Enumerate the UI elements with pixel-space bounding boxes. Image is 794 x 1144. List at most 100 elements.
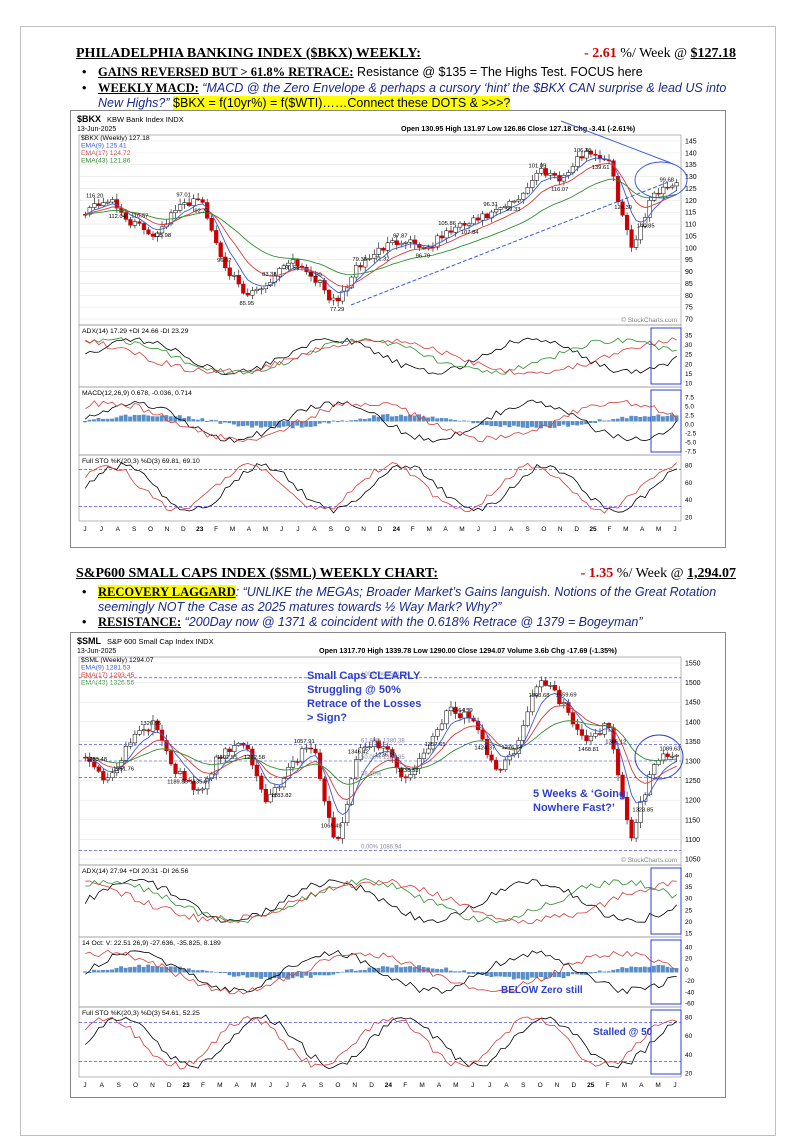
candle-body	[615, 749, 621, 776]
macd-histogram-bar	[331, 420, 336, 422]
macd-histogram-bar	[588, 421, 593, 423]
price-label: 1303.68	[529, 693, 550, 699]
macd-histogram-bar	[642, 966, 647, 973]
candle-body	[552, 685, 557, 691]
macd-histogram-bar	[277, 421, 282, 428]
indicator-panel-frame	[78, 1006, 682, 1078]
candle-body	[367, 257, 372, 260]
ema-line	[85, 178, 677, 276]
macd-histogram-bar	[200, 418, 205, 422]
legend-entry: EMA(17) 1293.45	[81, 672, 134, 679]
indicator-tick-label: -60	[685, 1001, 695, 1008]
indicator-label: 14 Oct: V: 22.51 26,9) -27.636, -35.825,…	[82, 940, 221, 947]
macd-histogram-bar	[566, 972, 571, 977]
macd-histogram-bar	[394, 416, 399, 422]
macd-histogram-bar	[236, 421, 241, 427]
candle-body	[507, 201, 512, 207]
candle-body	[146, 229, 151, 235]
macd-histogram-bar	[566, 421, 571, 427]
candle-body	[638, 801, 643, 823]
macd-histogram-bar	[286, 972, 291, 980]
candle-body	[92, 761, 97, 768]
macd-histogram-bar	[137, 415, 142, 422]
y-tick-label: 1550	[685, 661, 701, 668]
macd-histogram-bar	[290, 972, 295, 979]
macd-histogram-bar	[534, 421, 539, 428]
candle-body	[290, 259, 296, 264]
macd-histogram-bar	[146, 415, 151, 422]
macd-histogram-bar	[141, 414, 146, 422]
candle-body	[661, 186, 666, 195]
candle-body	[182, 771, 187, 781]
macd-histogram-bar	[642, 416, 647, 422]
macd-histogram-bar	[489, 421, 494, 427]
price-label: 90.54	[285, 265, 300, 271]
candle-body	[466, 223, 472, 226]
indicator-line	[85, 400, 678, 443]
ema-line	[85, 720, 677, 785]
macd-histogram-bar	[299, 972, 304, 978]
macd-histogram-bar	[322, 421, 327, 423]
candle-body	[552, 173, 557, 176]
indicator-tick-label: 0.0	[685, 422, 694, 429]
macd-histogram-bar	[444, 967, 449, 973]
macd-histogram-bar	[241, 972, 245, 976]
candle-body	[439, 723, 445, 730]
chart-name: S&P 600 Small Cap Index INDX	[107, 637, 214, 646]
price-label: 97.01	[176, 193, 191, 199]
candle-body	[214, 756, 219, 775]
macd-histogram-bar	[584, 972, 589, 975]
candle-body	[579, 156, 585, 159]
candle-body	[354, 265, 359, 278]
x-axis-month: A	[247, 526, 252, 533]
candle-body	[340, 290, 345, 302]
indicator-line	[85, 949, 677, 995]
candle-body	[457, 222, 463, 228]
macd-histogram-bar	[213, 420, 218, 422]
macd-histogram-bar	[520, 972, 525, 980]
sml-chart: $SML S&P 600 Small Cap Index INDX 13-Jun-2…	[70, 632, 726, 1098]
candle-body	[372, 740, 377, 748]
candle-body	[173, 210, 178, 214]
x-axis-month: J	[286, 1082, 289, 1089]
candle-body	[480, 213, 485, 221]
macd-histogram-bar	[448, 970, 453, 973]
candle-body	[539, 680, 544, 688]
x-axis-month: J	[100, 526, 103, 533]
macd-histogram-bar	[353, 970, 358, 973]
candle-body	[349, 276, 354, 289]
indicator-tick-label: 15	[685, 371, 693, 378]
panel-annotation: BELOW Zero still	[501, 985, 583, 996]
candle-body	[670, 185, 675, 188]
candle-body	[394, 240, 399, 246]
candle-body	[290, 761, 296, 768]
x-axis-month: O	[345, 526, 350, 533]
macd-histogram-bar	[344, 421, 349, 422]
x-axis-month: A	[437, 1082, 442, 1089]
macd-histogram-bar	[299, 421, 304, 428]
candle-body	[674, 754, 679, 757]
price-label: 116.20	[86, 194, 103, 200]
candle-body	[263, 789, 268, 803]
candle-body	[232, 745, 237, 752]
indicator-label: ADX(14) 27.94 +DI 20.31 -DI 26.56	[82, 868, 189, 875]
macd-histogram-bar	[430, 968, 435, 973]
x-axis-month: M	[453, 1082, 458, 1089]
section1-title: PHILADELPHIA BANKING INDEX ($BKX) WEEKLY…	[76, 46, 421, 61]
candle-body	[530, 180, 535, 188]
y-tick-label: 105	[685, 233, 697, 240]
x-axis-month: D	[181, 526, 186, 533]
candle-body	[633, 239, 639, 248]
macd-histogram-bar	[665, 966, 670, 973]
candle-body	[521, 192, 526, 200]
indicator-tick-label: -7.5	[685, 449, 697, 456]
candle-body	[349, 778, 354, 805]
macd-histogram-bar	[552, 421, 557, 428]
candle-body	[295, 259, 300, 267]
macd-histogram-bar	[367, 418, 372, 422]
macd-histogram-bar	[340, 971, 345, 973]
macd-histogram-bar	[381, 966, 385, 973]
price-label: 1102.55	[217, 755, 238, 761]
candle-body	[245, 745, 250, 750]
x-axis-month: 24	[385, 1082, 393, 1089]
